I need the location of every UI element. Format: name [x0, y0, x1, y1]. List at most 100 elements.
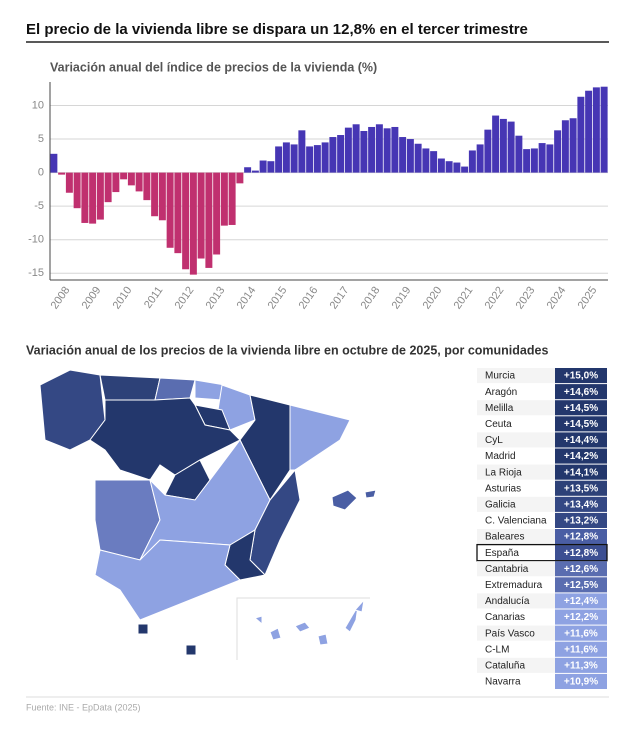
bar: [592, 87, 600, 173]
region: [294, 621, 311, 633]
value-cell: [555, 384, 607, 400]
row-value: +14,1%: [564, 467, 598, 478]
value-cell: [555, 529, 607, 545]
table-row: [477, 496, 555, 512]
table-row: [477, 561, 555, 577]
bar: [236, 172, 244, 184]
region: [331, 489, 358, 511]
bar: [499, 118, 507, 173]
bar: [251, 170, 259, 173]
row-name: Extremadura: [485, 580, 543, 591]
bar: [430, 151, 438, 173]
value-cell: [555, 480, 607, 496]
table-row: [477, 577, 555, 593]
bar: [484, 129, 492, 173]
table-row: [477, 673, 555, 689]
value-cell: [555, 368, 607, 384]
value-cell: [555, 512, 607, 528]
row-value: +15,0%: [564, 371, 598, 382]
bar: [600, 86, 608, 173]
bar: [197, 172, 205, 259]
bar: [143, 172, 151, 201]
table-row: [477, 368, 555, 384]
row-name: CyL: [485, 435, 503, 446]
row-value: +12,8%: [564, 548, 598, 559]
x-tick-label: 2017: [328, 285, 352, 312]
bar: [65, 172, 73, 193]
region: [217, 384, 256, 431]
value-cell: [555, 448, 607, 464]
table-row: [477, 657, 555, 673]
value-cell: [555, 609, 607, 625]
y-tick-label: 0: [38, 167, 44, 179]
bar: [81, 172, 89, 223]
row-value: +11,6%: [564, 628, 598, 639]
row-name: España: [485, 548, 519, 559]
x-tick-label: 2016: [297, 285, 321, 312]
row-value: +14,5%: [564, 403, 598, 414]
bar: [360, 130, 368, 173]
row-name: Navarra: [485, 677, 521, 688]
region: [154, 377, 196, 401]
x-tick-label: 2023: [514, 285, 538, 312]
value-cell: [555, 577, 607, 593]
row-value: +13,4%: [564, 499, 598, 510]
bar: [73, 172, 81, 209]
x-tick-label: 2018: [359, 285, 383, 312]
bar: [189, 172, 197, 275]
bar: [406, 139, 414, 173]
bar: [290, 144, 298, 173]
bar: [166, 172, 174, 248]
row-highlight: [476, 543, 608, 562]
bar: [313, 145, 321, 173]
row-value: +11,6%: [564, 644, 598, 655]
bar: [104, 172, 112, 203]
bar: [120, 172, 128, 180]
row-value: +14,4%: [564, 435, 598, 446]
table-row: [477, 529, 555, 545]
row-name: Ceuta: [485, 419, 512, 430]
bar: [453, 162, 461, 173]
x-tick-label: 2010: [111, 285, 135, 312]
region: [99, 374, 161, 401]
bar: [492, 115, 500, 173]
bar: [375, 124, 383, 173]
table-row: [477, 384, 555, 400]
value-cell: [555, 641, 607, 657]
bar: [174, 172, 182, 254]
row-name: Madrid: [485, 451, 516, 462]
table-row: [477, 609, 555, 625]
row-value: +13,5%: [564, 483, 598, 494]
row-value: +12,6%: [564, 564, 598, 575]
bar: [337, 135, 345, 173]
region: [253, 615, 263, 626]
bar: [220, 172, 228, 226]
bar: [298, 130, 306, 173]
bar: [468, 150, 476, 173]
bar: [127, 172, 135, 186]
row-name: Cataluña: [485, 660, 525, 671]
bar: [259, 160, 267, 173]
x-tick-label: 2022: [483, 285, 507, 312]
x-tick-label: 2025: [576, 285, 600, 312]
region: [269, 627, 282, 641]
bar: [158, 172, 166, 221]
region: [289, 404, 351, 471]
inset-frame: [236, 597, 370, 660]
bar: [321, 142, 329, 173]
bar: [151, 172, 159, 217]
chart-title: Variación anual del índice de precios de…: [50, 60, 377, 74]
table-row: [477, 464, 555, 480]
row-name: Baleares: [485, 532, 524, 543]
row-name: La Rioja: [485, 467, 522, 478]
table-row: [477, 641, 555, 657]
bar: [515, 135, 523, 173]
row-name: Galicia: [485, 499, 516, 510]
bar: [538, 143, 546, 173]
region: [317, 633, 329, 646]
x-tick-label: 2013: [204, 285, 228, 312]
bar: [437, 158, 445, 173]
bar: [182, 172, 190, 270]
x-tick-label: 2008: [49, 285, 73, 312]
value-cell: [555, 416, 607, 432]
